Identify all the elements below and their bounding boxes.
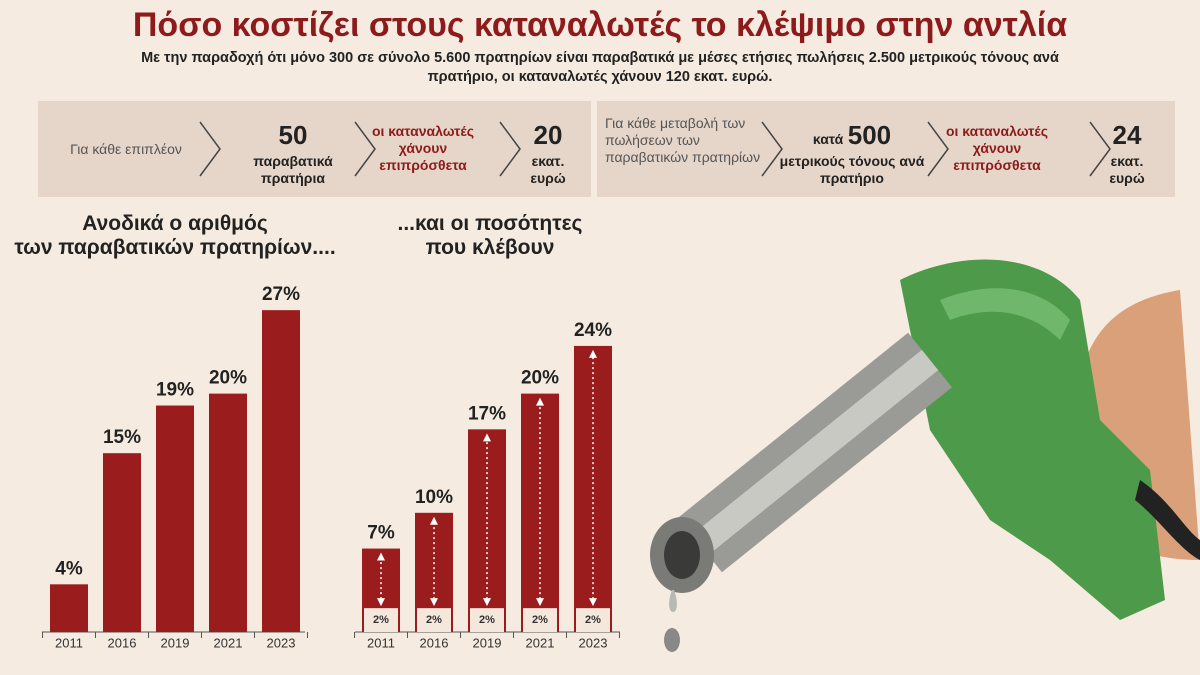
arrow-head <box>430 516 438 525</box>
cost: 20 <box>533 120 563 150</box>
x-tick-label: 2023 <box>267 635 296 650</box>
bar <box>103 453 141 632</box>
intro: Για κάθε επιπλέον <box>70 141 182 157</box>
arrow-head <box>377 598 385 607</box>
info-box: Για κάθε μεταβολή των πωλήσεων των παραβ… <box>597 101 1175 197</box>
value-label: 20% <box>521 368 559 389</box>
chart-title: Ανοδικά ο αριθμός των παραβατικών πρατηρ… <box>14 212 336 259</box>
cost: 24 <box>1112 120 1142 150</box>
pump-illustration <box>650 259 1200 652</box>
value-label: 24% <box>574 320 612 341</box>
base-label: 2% <box>532 614 548 626</box>
base-label: 2% <box>585 614 601 626</box>
arrow-head <box>589 598 597 607</box>
info-box: Για κάθε επιπλέον 50 παραβατικά πρατήρια… <box>38 101 591 197</box>
x-tick-label: 2011 <box>367 635 395 650</box>
base-label: 2% <box>479 614 495 626</box>
subtitle: Με την παραδοχή ότι μόνο 300 σε σύνολο 5… <box>141 50 1059 85</box>
value-label: 4% <box>55 558 83 579</box>
arrow-head <box>377 552 385 561</box>
value-label: 15% <box>103 427 141 448</box>
x-tick-label: 2016 <box>108 635 137 650</box>
number: 500 <box>847 120 892 150</box>
x-tick-label: 2011 <box>55 635 83 650</box>
prefix: κατά <box>812 131 844 147</box>
base-label: 2% <box>426 614 442 626</box>
number-line: κατά 500 <box>777 121 927 154</box>
arrow-head <box>589 349 597 358</box>
base-segment <box>576 608 610 632</box>
x-tick-label: 2019 <box>473 635 502 650</box>
value-label: 7% <box>367 523 395 544</box>
base-segment <box>523 608 557 632</box>
unit: μετρικούς τόνους ανά πρατήριο <box>779 153 925 186</box>
base-segment <box>470 608 504 632</box>
bar <box>209 393 247 632</box>
x-tick-label: 2019 <box>161 635 190 650</box>
base-segment <box>417 608 451 632</box>
base-segment <box>364 608 398 632</box>
value-label: 19% <box>156 380 194 401</box>
arrow-head <box>483 433 491 442</box>
title: Πόσο κοστίζει στους καταναλωτές το κλέψι… <box>132 6 1068 44</box>
arrow-head <box>536 397 544 406</box>
arrow-head <box>483 598 491 607</box>
value-label: 10% <box>415 487 453 508</box>
unit: παραβατικά πρατήρια <box>253 153 333 186</box>
bar <box>156 405 194 632</box>
number: 50 <box>278 120 308 150</box>
x-tick-label: 2021 <box>214 635 243 650</box>
value-label: 20% <box>209 368 247 389</box>
x-tick-label: 2023 <box>579 635 608 650</box>
cost-unit: εκατ. ευρώ <box>1109 153 1145 186</box>
intro: Για κάθε μεταβολή των πωλήσεων των παραβ… <box>605 115 761 165</box>
effect: οι καταναλωτές χάνουν επιπρόσθετα <box>945 123 1049 173</box>
bar <box>50 584 88 632</box>
bar <box>262 310 300 632</box>
chevrons <box>199 121 1111 177</box>
cost-unit: εκατ. ευρώ <box>530 153 566 186</box>
value-label: 17% <box>468 403 506 424</box>
chart-title: ...και οι ποσότητες που κλέβουν <box>397 212 583 259</box>
value-label: 27% <box>262 284 300 305</box>
base-label: 2% <box>373 614 389 626</box>
effect: οι καταναλωτές χάνουν επιπρόσθετα <box>371 123 475 173</box>
arrow-head <box>430 598 438 607</box>
x-tick-label: 2021 <box>526 635 555 650</box>
x-tick-label: 2016 <box>420 635 449 650</box>
arrow-head <box>536 598 544 607</box>
